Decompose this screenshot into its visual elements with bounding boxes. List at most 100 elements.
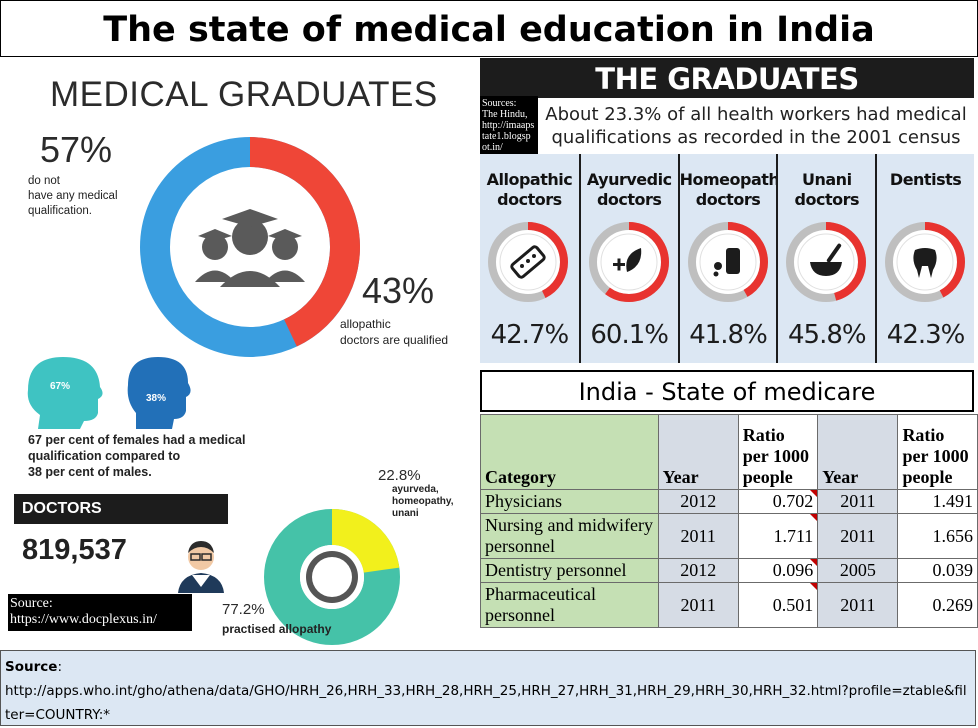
unqualified-percent: 57%	[40, 129, 113, 170]
female-percent: 67%	[50, 381, 71, 392]
table-title: India - State of medicare	[480, 370, 974, 412]
ring-value-arc	[488, 222, 568, 302]
graduate-ring	[488, 222, 568, 302]
graduate-column-label-line: Allopathic	[486, 170, 573, 189]
graduates-caption-line: qualifications as recorded in the 2001 c…	[551, 127, 961, 148]
table-cell-text: 2011	[840, 491, 876, 511]
table-cell-text: Pharmaceutical personnel	[485, 584, 596, 625]
table-cell-text: 2012	[680, 560, 717, 580]
table-cell-ratio2: 1.491	[897, 489, 978, 514]
table-cell-text: 2005	[839, 560, 876, 580]
unqualified-caption-line: do not	[28, 175, 60, 187]
graduates-caption: About 23.3% of all health workers had me…	[538, 98, 974, 154]
graduate-column-percent: 60.1%	[590, 320, 669, 350]
gender-text-line: 38 per cent of males.	[28, 465, 152, 479]
graduate-column-label-line: Homeopathy	[679, 170, 790, 189]
table-cell-ratio1: 0.702	[737, 489, 819, 514]
table-cell-ratio1: 0.096	[737, 558, 819, 583]
table-cell-text: Dentistry personnel	[485, 560, 627, 580]
table-cell-text: 0.269	[932, 594, 974, 615]
bottle-icon	[713, 248, 740, 277]
ring-value-arc	[885, 222, 966, 302]
qualified-caption: allopathic doctors are qualified	[340, 316, 448, 348]
qualified-caption-line: doctors are qualified	[340, 333, 449, 347]
page-title: The state of medical education in India	[103, 10, 875, 50]
table-cell-category: Dentistry personnel	[480, 558, 659, 583]
table-row: Nursing and midwifery personnel 2011 1.711…	[480, 513, 978, 559]
qualified-caption-line: allopathic	[340, 317, 391, 331]
comment-flag-icon	[810, 559, 818, 566]
graduates-caption-line: About 23.3% of all health workers had me…	[545, 104, 967, 125]
graduates-source-line[interactable]: tate1.blogsp	[482, 131, 531, 142]
comment-flag-icon	[810, 514, 818, 521]
graduate-column-label: Dentists	[877, 170, 974, 190]
doctors-count: 819,537	[22, 534, 127, 566]
graduates-donut-chart	[140, 137, 360, 357]
table-cell-year2: 2011	[817, 489, 899, 514]
unqualified-caption: do not have any medical qualification.	[28, 174, 118, 219]
ayurveda-percent: 22.8%	[378, 467, 421, 484]
table-cell-category: Physicians	[480, 489, 659, 514]
graduate-column-percent: 42.7%	[490, 320, 570, 350]
table-cell-ratio2: 0.039	[897, 558, 978, 583]
graduate-column: Unani doctors 45.8%	[776, 154, 876, 363]
table-row: Dentistry personnel 2012 0.096 2005 0.039	[480, 558, 978, 583]
mortar-pestle-icon	[810, 243, 843, 276]
table-cell-ratio1: 1.711	[737, 513, 819, 559]
graduate-column-percent: 42.3%	[886, 320, 966, 350]
graduate-column: Ayurvedic doctors 60.1%	[578, 154, 678, 363]
graduate-column-label-line: doctors	[596, 190, 662, 209]
table-cell-year1: 2012	[657, 558, 739, 583]
graduate-column-label: Unani doctors	[778, 170, 875, 210]
graduates-header: THE GRADUATES	[480, 58, 974, 98]
table-cell-text: Nursing and midwifery personnel	[485, 515, 653, 556]
unqualified-caption-line: have any medical	[28, 190, 118, 202]
graduate-column: Dentists 42.3%	[875, 154, 974, 363]
ring-value-arc	[588, 222, 669, 302]
graduates-panel: THE GRADUATES Sources: The Hindu, http:/…	[480, 58, 974, 363]
male-percent: 38%	[146, 393, 167, 404]
comment-flag-icon	[810, 583, 818, 590]
table-cell-year1: 2012	[657, 489, 739, 514]
table-cell-year2: 2011	[817, 513, 899, 559]
graduates-source-line[interactable]: ot.in/	[482, 142, 503, 153]
doctors-label-box: DOCTORS	[14, 494, 228, 524]
gender-comparison-text: 67 per cent of females had a medical qua…	[28, 432, 245, 480]
medical-graduates-infographic: MEDICAL GRADUATES 57% do not have any me…	[0, 57, 474, 649]
table-cell-text: 2011	[840, 594, 876, 615]
table-row: Pharmaceutical personnel 2011 0.501 2011 0.2…	[480, 582, 978, 628]
table-cell-text: 0.702	[772, 491, 814, 511]
leaf-plus-icon	[612, 248, 642, 272]
header-year-1: Year	[657, 414, 739, 490]
doctor-avatar-icon	[178, 541, 224, 593]
source-footer-url[interactable]: http://apps.who.int/gho/athena/data/GHO/…	[5, 683, 967, 723]
graduate-ring	[687, 222, 768, 302]
graduate-column-label-line: doctors	[794, 190, 860, 209]
graduates-source-line[interactable]: http://imaaps	[482, 120, 535, 131]
graduate-column-label-line: doctors	[695, 190, 761, 209]
ayurveda-segment	[331, 509, 400, 574]
graduate-column-label: Ayurvedic doctors	[581, 170, 678, 210]
table-cell-text: 1.491	[932, 491, 974, 511]
practice-donut-chart	[264, 509, 400, 645]
graduates-source-line: The Hindu,	[482, 109, 528, 120]
table-row: Physicians 2012 0.702 2011 1.491	[480, 489, 978, 514]
allopathy-caption: practised allopathy	[222, 622, 332, 636]
unqualified-caption-line: qualification.	[28, 205, 92, 217]
allopathy-percent: 77.2%	[222, 601, 265, 618]
header-year-2: Year	[817, 414, 899, 490]
infographic-source-label: Source:	[10, 596, 53, 611]
header-ratio-2: Ratio per 1000 people	[897, 414, 978, 490]
infographic-source-url[interactable]: https://www.docplexus.in/	[10, 612, 157, 627]
graduate-column-label-line: Dentists	[889, 170, 962, 189]
source-footer: Source: http://apps.who.int/gho/athena/d…	[0, 650, 976, 726]
doctors-label: DOCTORS	[22, 500, 102, 517]
graduate-column-label-line: Ayurvedic	[586, 170, 672, 189]
pills-icon	[510, 245, 546, 279]
table-cell-text: 0.501	[772, 594, 814, 615]
table-cell-ratio1: 0.501	[737, 582, 819, 628]
ring-value-arc	[786, 222, 867, 302]
table-cell-text: 1.711	[773, 525, 814, 546]
table-cell-year2: 2005	[817, 558, 899, 583]
table-cell-text: Physicians	[485, 491, 563, 511]
